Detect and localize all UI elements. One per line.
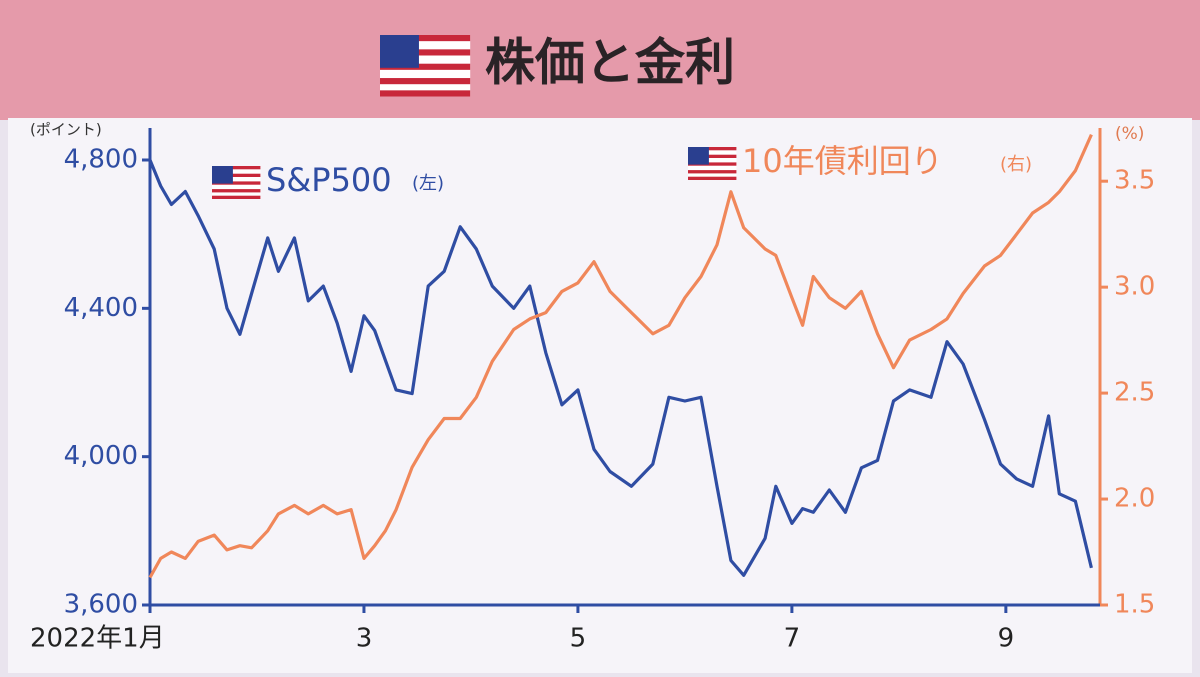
y-tick-label: 4,400 xyxy=(64,293,138,323)
x-tick-label: 3 xyxy=(356,624,373,654)
board xyxy=(8,118,1192,673)
legend-note: (右) xyxy=(1000,154,1032,175)
header-band xyxy=(0,0,1200,120)
x-tick-label: 9 xyxy=(998,624,1015,654)
legend-label: S&P500 xyxy=(266,161,392,199)
y2-tick-label: 2.5 xyxy=(1114,378,1155,408)
x-tick-label: 7 xyxy=(784,624,801,654)
legend-label: 10年債利回り xyxy=(742,142,943,180)
legend-flag xyxy=(688,147,737,180)
legend-flag xyxy=(212,166,261,199)
flag-icon xyxy=(380,35,471,97)
y-tick-label: 4,800 xyxy=(64,145,138,175)
y2-tick-label: 3.5 xyxy=(1114,166,1155,196)
y-axis-label: (ポイント) xyxy=(30,121,102,139)
y2-tick-label: 2.0 xyxy=(1114,484,1155,514)
y2-tick-label: 3.0 xyxy=(1114,272,1155,302)
legend-note: (左) xyxy=(412,173,444,194)
x-tick-label: 5 xyxy=(570,624,587,654)
y2-axis-label: (%) xyxy=(1115,124,1144,144)
y2-tick-label: 1.5 xyxy=(1114,590,1155,620)
y-tick-label: 4,000 xyxy=(64,441,138,471)
series-line xyxy=(148,133,1093,579)
x-tick-label: 2022年1月 xyxy=(30,624,165,654)
series-line xyxy=(148,159,1093,577)
y-tick-label: 3,600 xyxy=(64,590,138,620)
chart-title: 株価と金利 xyxy=(485,34,735,92)
